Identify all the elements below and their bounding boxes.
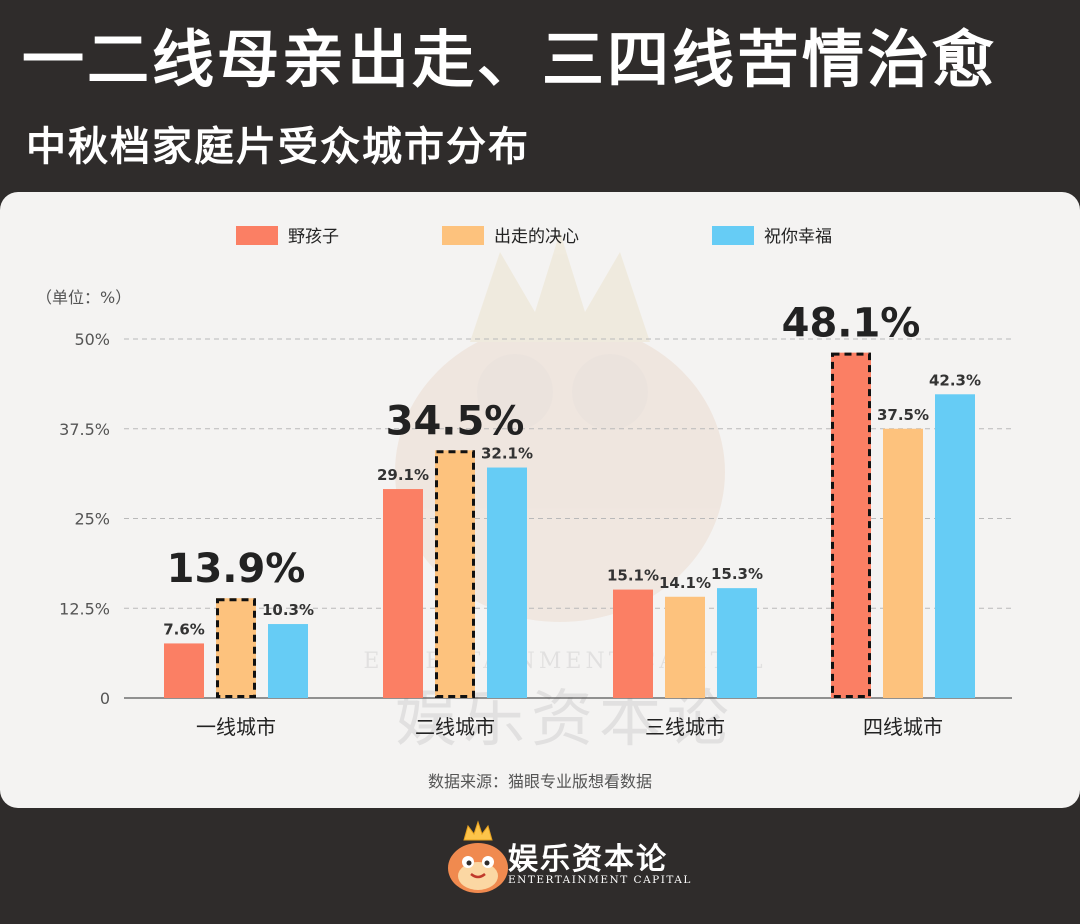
y-tick-label: 50% [74, 330, 110, 349]
highlight-outline [216, 598, 256, 698]
legend-label: 出走的决心 [494, 227, 579, 247]
mascot-logo-icon [448, 820, 508, 893]
bar-value-label: 29.1% [377, 466, 429, 484]
bar [435, 450, 475, 698]
unit-label: （单位：%） [36, 288, 131, 307]
bar [883, 428, 923, 698]
legend-label: 野孩子 [288, 227, 339, 247]
bar [383, 489, 423, 698]
bar [268, 624, 308, 698]
y-tick-label: 25% [74, 510, 110, 529]
bar-chart: ENTERTAINMENT CAPITAL娱乐资本论012.5%25%37.5%… [36, 226, 1012, 791]
watermark-mascot-icon [395, 232, 725, 622]
legend-swatch [442, 226, 484, 245]
bar [613, 589, 653, 698]
bar-value-label: 14.1% [659, 574, 711, 592]
highlight-value-label: 13.9% [167, 546, 306, 592]
y-tick-label: 0 [100, 689, 110, 708]
bar-value-label: 7.6% [163, 620, 205, 638]
legend-swatch [712, 226, 754, 245]
highlight-outline [435, 450, 475, 699]
source-note: 数据来源：猫眼专业版想看数据 [428, 772, 652, 791]
page-title: 一二线母亲出走、三四线苦情治愈 [22, 23, 998, 96]
watermark-text-en: ENTERTAINMENT CAPITAL [363, 649, 766, 674]
bar [935, 394, 975, 698]
category-label: 二线城市 [415, 715, 495, 739]
bar [717, 588, 757, 698]
legend-label: 祝你幸福 [764, 227, 832, 247]
bar-value-label: 42.3% [929, 371, 981, 389]
page-subtitle: 中秋档家庭片受众城市分布 [26, 124, 530, 170]
bar-value-label: 15.1% [607, 567, 659, 585]
highlight-outline [831, 352, 871, 698]
category-label: 三线城市 [645, 715, 725, 739]
category-label: 一线城市 [196, 715, 276, 739]
y-tick-label: 12.5% [59, 599, 110, 618]
logo-subtext: ENTERTAINMENT CAPITAL [508, 874, 692, 886]
bar-value-label: 32.1% [481, 445, 533, 463]
highlight-value-label: 34.5% [386, 398, 525, 444]
bar-value-label: 37.5% [877, 406, 929, 424]
bar [665, 596, 705, 698]
category-label: 四线城市 [863, 715, 943, 739]
chart-panel: ENTERTAINMENT CAPITAL 娱乐资本论 0 12.5% 25% 37.5%… [0, 192, 1080, 808]
bar [487, 467, 527, 698]
bar [164, 643, 204, 698]
logo-text: 娱乐资本论 [508, 842, 668, 877]
legend-swatch [236, 226, 278, 245]
bar-value-label: 10.3% [262, 601, 314, 619]
bar [216, 598, 256, 698]
highlight-value-label: 48.1% [782, 301, 921, 347]
bar-value-label: 15.3% [711, 565, 763, 583]
bar [831, 352, 871, 698]
y-tick-label: 37.5% [59, 420, 110, 439]
